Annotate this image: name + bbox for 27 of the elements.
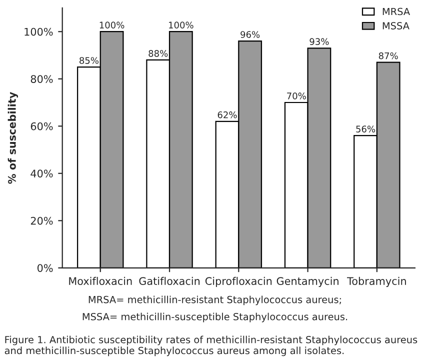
- y-tick-label: 40%: [30, 170, 53, 178]
- data-label: 56%: [356, 126, 376, 132]
- y-tick-label: 100%: [24, 28, 53, 36]
- data-label: 87%: [378, 52, 398, 60]
- y-tick-label: 60%: [30, 122, 53, 130]
- data-label: 85%: [80, 57, 98, 64]
- data-label: 70%: [287, 92, 306, 100]
- data-label: 100%: [100, 22, 124, 28]
- x-tick-label: Moxifloxacin: [69, 276, 132, 285]
- caption: Figure 1. Antibiotic susceptibility rates of methicillin-resistant Staphylococcus aureus and methicillin-susceptible Staphylococcus aureus among all isolates.: [4, 336, 418, 356]
- text: MSSA= methicillin-susceptible Staphylococcus aureus.: [82, 312, 348, 322]
- y-tick-label: 0%: [37, 264, 53, 272]
- x-tick-label: Gatifloxacin: [139, 276, 200, 285]
- y-tick-label: 80%: [30, 75, 53, 83]
- data-label: 96%: [240, 31, 260, 38]
- y-axis-title: % of suscebility: [8, 92, 18, 184]
- data-label: 62%: [218, 111, 237, 118]
- data-label: 93%: [310, 38, 329, 46]
- x-tick-label: Tobramycin: [347, 276, 406, 288]
- y-tick-label: 20%: [30, 216, 53, 225]
- text: MRSA= methicillin-resistant Staphylococcus aureus;: [88, 296, 341, 306]
- x-tick-label: Gentamycin: [276, 276, 338, 288]
- x-tick-label: Ciprofloxacin: [205, 276, 272, 288]
- data-label: 88%: [148, 50, 168, 57]
- data-label: 100%: [169, 22, 194, 28]
- legend-label: MRSA: [382, 8, 410, 16]
- legend-label: MSSA: [382, 22, 410, 30]
